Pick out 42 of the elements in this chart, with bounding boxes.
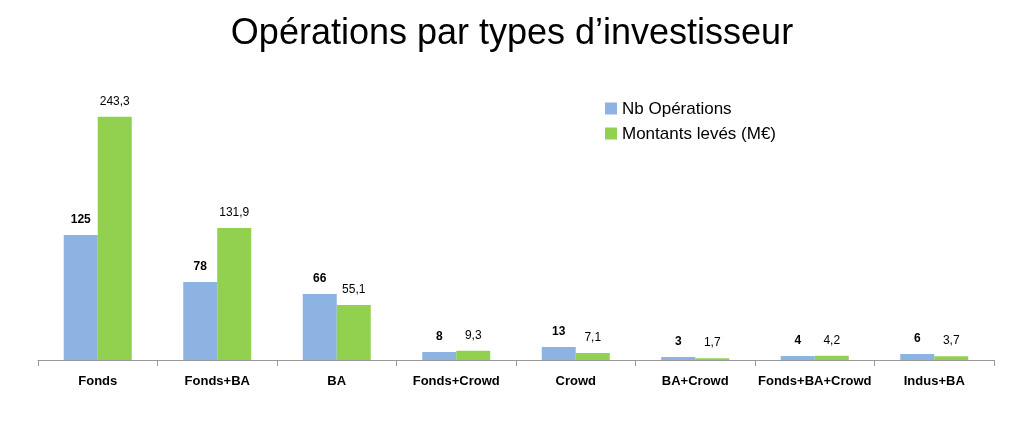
- x-tick-label: Fonds+BA+Crowd: [758, 373, 872, 388]
- bar: [900, 354, 935, 360]
- data-label: 4,2: [823, 332, 841, 347]
- data-label: 55,1: [342, 281, 366, 296]
- data-label: 66: [313, 271, 327, 285]
- chart-title: Opérations par types d’investisseur: [230, 10, 794, 52]
- legend-label: Nb Opérations: [622, 99, 732, 118]
- data-label: 4: [794, 333, 802, 347]
- x-tick-label: Fonds+Crowd: [412, 373, 500, 388]
- bar: [336, 304, 371, 360]
- bar: [780, 356, 815, 360]
- bar: [422, 352, 457, 360]
- bar: [575, 352, 610, 360]
- bar: [814, 355, 849, 360]
- bar: [217, 228, 252, 360]
- bar: [302, 294, 337, 360]
- bar: [934, 356, 969, 360]
- bar: [97, 116, 132, 360]
- data-label: 1,7: [703, 335, 721, 350]
- x-tick-label: BA+Crowd: [661, 373, 729, 388]
- data-label: 125: [70, 212, 92, 226]
- x-tick-label: BA: [327, 373, 347, 388]
- x-tick-label: Crowd: [555, 373, 597, 388]
- bar: [541, 347, 576, 360]
- legend-label: Montants levés (M€): [622, 124, 776, 143]
- data-label: 7,1: [584, 329, 602, 344]
- data-label: 13: [552, 324, 566, 338]
- data-label: 3,7: [942, 333, 960, 348]
- x-tick-label: Fonds: [78, 373, 118, 388]
- data-label: 9,3: [464, 327, 482, 342]
- x-tick-label: Indus+BA: [903, 373, 966, 388]
- data-label: 6: [913, 331, 921, 345]
- x-tick-label: Fonds+BA: [184, 373, 251, 388]
- bar: [63, 235, 98, 360]
- data-label: 8: [435, 329, 443, 343]
- data-label: 131,9: [219, 205, 250, 220]
- data-label: 243,3: [99, 93, 131, 108]
- bar: [456, 350, 491, 360]
- bar: [183, 282, 218, 360]
- data-label: 78: [193, 259, 208, 273]
- bar: [661, 357, 696, 360]
- data-label: 3: [674, 334, 682, 348]
